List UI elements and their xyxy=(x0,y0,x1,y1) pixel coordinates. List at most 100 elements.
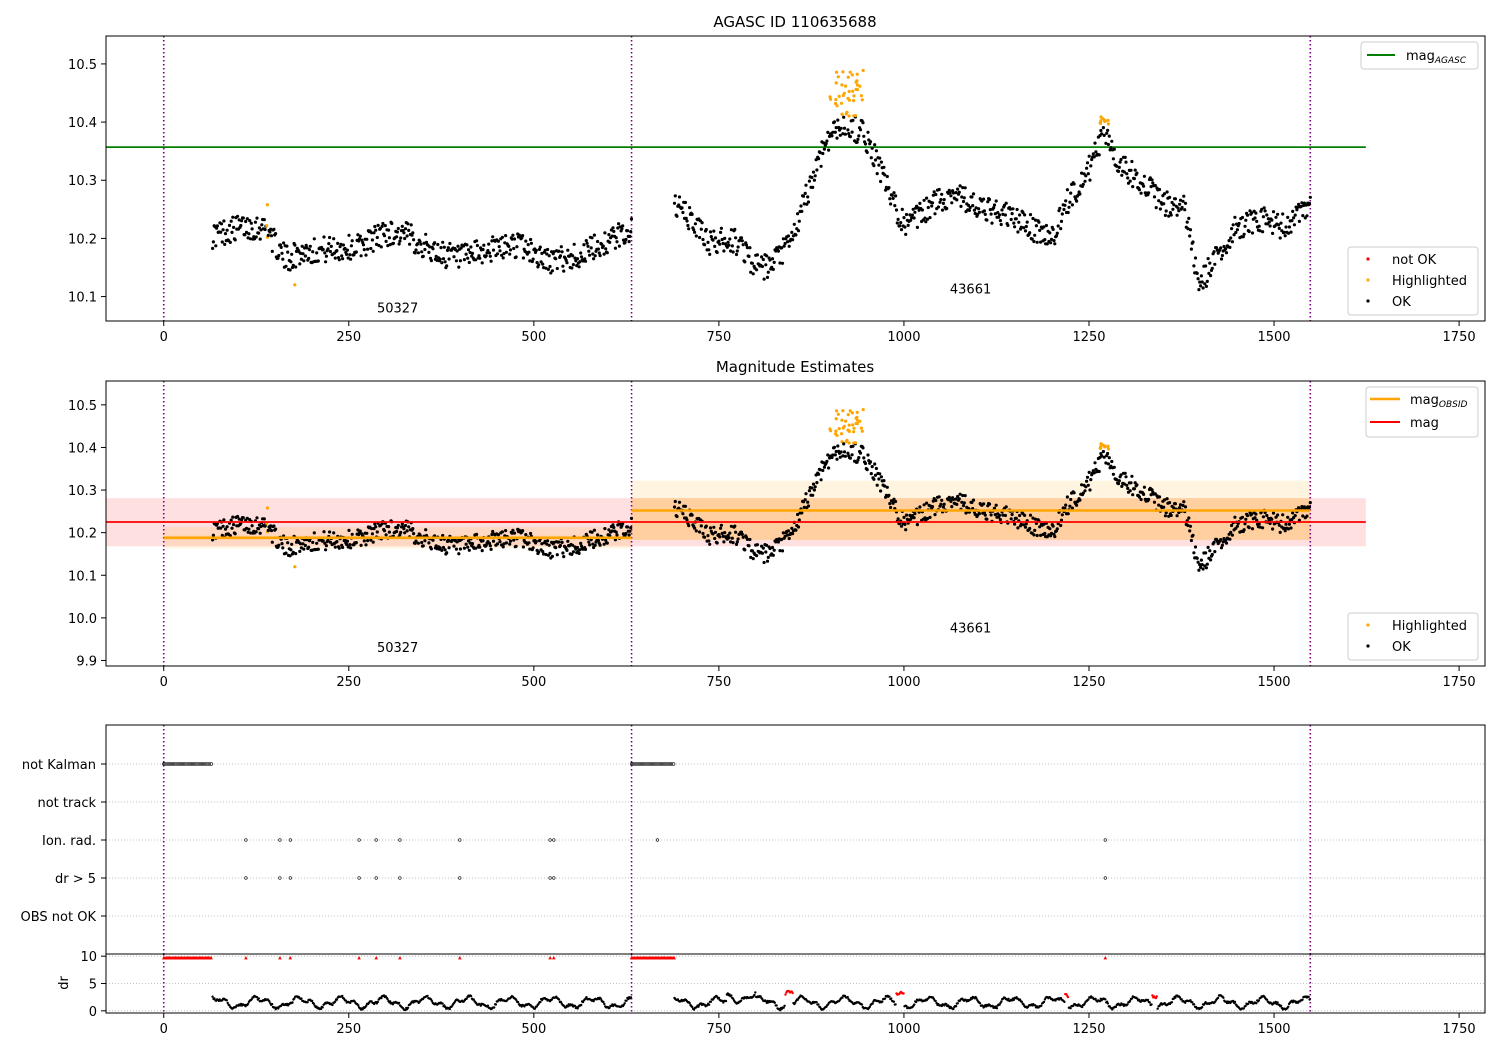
ok-point xyxy=(347,233,351,237)
ok-point xyxy=(811,185,815,189)
panel-magnitude-frame xyxy=(105,380,1486,667)
x-tick-label: 1250 xyxy=(1072,1022,1105,1037)
ok-point xyxy=(1024,522,1028,526)
ok-point xyxy=(1068,200,1072,204)
ok-point xyxy=(457,552,461,556)
ok-point xyxy=(1204,566,1208,570)
dr-point xyxy=(344,999,347,1002)
highlighted-point xyxy=(265,506,269,510)
ok-point xyxy=(1208,549,1212,553)
ok-point xyxy=(481,247,485,252)
ok-point xyxy=(920,208,925,212)
ok-point xyxy=(974,206,978,210)
ok-point xyxy=(583,257,587,261)
ok-point xyxy=(511,528,515,532)
ok-point xyxy=(861,446,865,450)
ok-point xyxy=(1235,524,1239,528)
ok-point xyxy=(375,530,379,534)
dr-point xyxy=(1222,996,1225,999)
dr-point xyxy=(1069,1007,1072,1010)
ok-point xyxy=(729,249,733,253)
ok-point xyxy=(211,538,215,542)
ok-point xyxy=(857,456,861,460)
ok-point xyxy=(1284,522,1288,526)
ok-point xyxy=(441,240,445,244)
ok-point xyxy=(1204,551,1208,555)
ok-point xyxy=(603,527,607,531)
ok-point xyxy=(977,511,982,516)
ok-point xyxy=(1197,288,1201,292)
ok-point xyxy=(743,260,747,264)
ok-point xyxy=(885,174,889,179)
ok-point xyxy=(1276,223,1281,227)
ok-point xyxy=(941,201,946,205)
ok-point xyxy=(1084,485,1088,489)
dr-point xyxy=(1128,999,1132,1002)
dr-point xyxy=(319,1007,323,1011)
ok-point xyxy=(554,257,558,261)
ok-point xyxy=(498,249,502,253)
ok-point xyxy=(231,215,235,219)
ok-point xyxy=(1048,231,1052,235)
ok-point xyxy=(913,511,917,516)
ok-point xyxy=(243,233,247,237)
ok-point xyxy=(608,240,612,244)
ok-point xyxy=(760,551,765,555)
highlighted-point xyxy=(851,89,855,93)
ok-point xyxy=(955,198,959,202)
ok-point xyxy=(1055,231,1059,235)
ok-point xyxy=(419,242,423,246)
ok-point xyxy=(257,231,261,235)
ok-point xyxy=(624,237,628,242)
ok-point xyxy=(1152,500,1157,504)
ok-point xyxy=(1229,530,1233,535)
ok-point xyxy=(386,244,390,248)
ok-point xyxy=(557,540,561,544)
ok-point xyxy=(847,132,851,136)
ok-point xyxy=(1210,552,1214,557)
ok-point xyxy=(709,235,713,239)
ok-point xyxy=(818,468,822,472)
ok-point xyxy=(1083,489,1087,493)
legend-ok-marker xyxy=(1366,299,1370,303)
ok-point xyxy=(1271,210,1276,214)
ok-point xyxy=(402,527,406,531)
dr-point xyxy=(627,997,630,1001)
ok-point xyxy=(1255,219,1259,223)
ok-point xyxy=(937,495,941,499)
ok-point xyxy=(484,254,488,258)
ok-point xyxy=(990,221,994,225)
ok-point xyxy=(861,121,865,125)
ok-point xyxy=(1049,531,1054,536)
ok-point xyxy=(768,546,772,551)
highlighted-point xyxy=(835,433,839,437)
ok-point xyxy=(1003,513,1008,518)
ok-point xyxy=(868,140,873,144)
ok-point xyxy=(222,219,226,223)
ok-point xyxy=(561,551,565,555)
ok-point xyxy=(873,462,877,466)
ok-point xyxy=(842,115,846,119)
flag-label: Ion. rad. xyxy=(42,834,96,849)
flag-label: not track xyxy=(37,796,96,811)
ok-point xyxy=(1033,528,1037,533)
ok-point xyxy=(445,551,449,555)
dr-point xyxy=(998,1003,1001,1006)
x-tick-label: 0 xyxy=(160,675,168,690)
ok-point xyxy=(1081,491,1085,495)
ok-point xyxy=(403,523,408,528)
ok-point xyxy=(605,251,609,255)
ok-point xyxy=(269,529,274,533)
segment-label: 50327 xyxy=(377,641,418,656)
ok-point xyxy=(1201,567,1205,571)
ok-point xyxy=(1085,475,1090,479)
ok-point xyxy=(894,499,898,504)
ok-point xyxy=(521,545,526,549)
dr-clipped-marker xyxy=(672,956,676,960)
highlighted-point xyxy=(859,426,864,430)
highlighted-point xyxy=(853,114,858,118)
ok-point xyxy=(805,202,809,206)
ok-point xyxy=(1300,201,1304,205)
ok-point xyxy=(347,528,351,533)
dr-point xyxy=(697,1005,700,1008)
